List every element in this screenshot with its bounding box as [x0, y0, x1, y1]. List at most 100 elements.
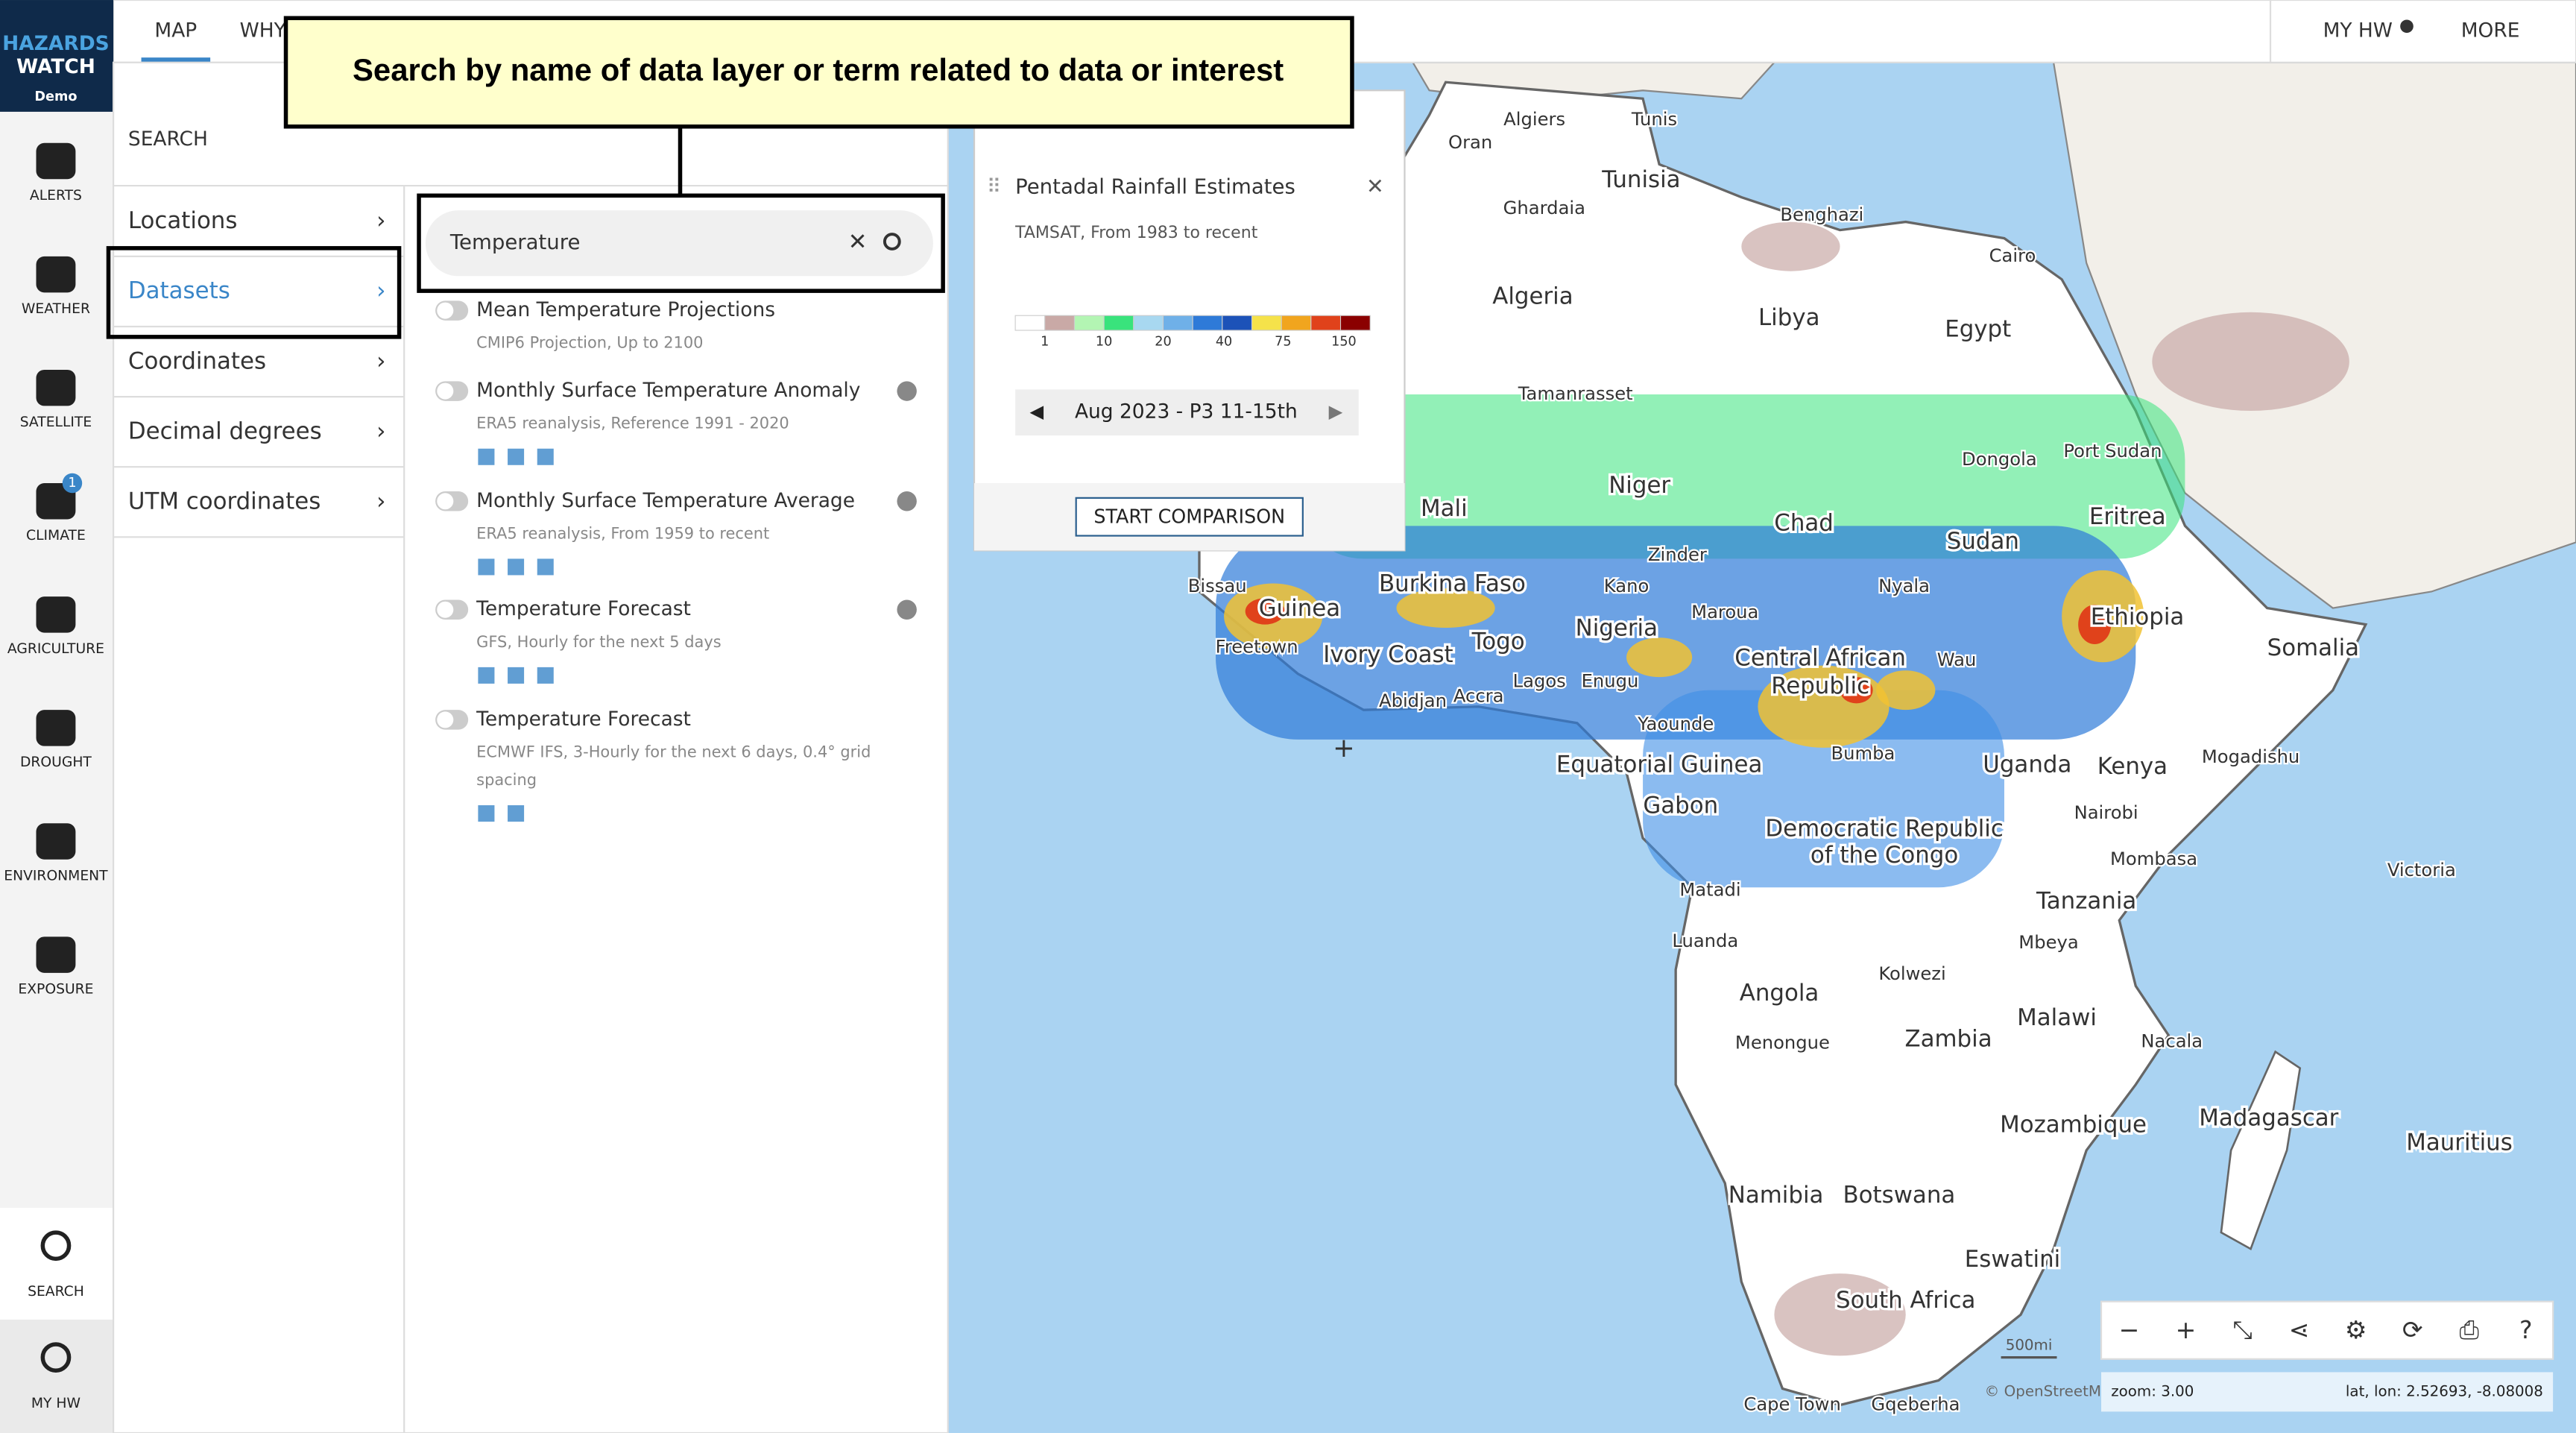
map-label: Nigeria [1576, 615, 1658, 642]
search-menu-item[interactable]: Locations [128, 207, 238, 234]
map-label: Gabon [1643, 793, 1718, 819]
sidebar-icon[interactable] [36, 596, 76, 633]
rain-heavy [1396, 588, 1495, 628]
attribution: © OpenStreetMap [1985, 1382, 2120, 1399]
rain-extreme [2078, 605, 2112, 645]
sidebar-item[interactable]: EXPOSURE [18, 981, 93, 997]
rain-extreme [1840, 677, 1873, 704]
period: Aug 2023 - P3 11-15th [1075, 400, 1298, 423]
map-tool-button[interactable]: ⎙ [2460, 1315, 2479, 1344]
result-tool[interactable] [478, 805, 495, 822]
info-icon[interactable] [897, 381, 917, 401]
search-menu-item[interactable]: Decimal degrees [128, 418, 322, 444]
close-button[interactable]: ✕ [1366, 173, 1384, 198]
callout-box [283, 16, 1354, 129]
nav-tab[interactable]: MAP [154, 19, 197, 42]
nav-tab[interactable]: WHY [240, 19, 287, 42]
sidebar-icon[interactable] [36, 823, 76, 860]
map-crosshair: + [1333, 733, 1355, 763]
search-button[interactable] [883, 233, 901, 251]
result-detail: spacing [476, 771, 537, 789]
map-label: Bissau [1188, 575, 1247, 596]
map-tool-button[interactable]: ⟳ [2402, 1315, 2423, 1344]
map-tool-button[interactable]: ⋖ [2289, 1315, 2310, 1344]
map-label: Ghardaia [1503, 197, 1585, 218]
result-tool[interactable] [478, 448, 495, 465]
sidebar-item[interactable]: SEARCH [28, 1284, 84, 1300]
map-tool-button[interactable]: ? [2519, 1315, 2533, 1344]
map-label: Menongue [1735, 1032, 1830, 1054]
sidebar-icon[interactable] [36, 710, 76, 746]
result-name[interactable]: Temperature Forecast [476, 708, 691, 731]
legend-swatch [1281, 315, 1312, 331]
sidebar-icon[interactable] [36, 936, 76, 973]
sidebar-item[interactable]: ENVIRONMENT [4, 868, 108, 884]
map-label: Republic [1771, 673, 1869, 699]
sidebar-item[interactable]: CLIMATE [26, 528, 86, 544]
result-tool[interactable] [537, 448, 554, 465]
map-label: Central African [1734, 644, 1906, 671]
legend-swatch [1310, 315, 1342, 331]
drag-handle: ⠿ [987, 175, 1001, 198]
result-name[interactable]: Monthly Surface Temperature Average [476, 489, 855, 512]
sidebar-icon[interactable] [36, 256, 76, 293]
sidebar-icon[interactable] [36, 142, 76, 180]
sidebar-item[interactable]: WEATHER [22, 301, 90, 317]
search-menu-item[interactable]: Coordinates [128, 347, 266, 374]
sidebar-item[interactable]: AGRICULTURE [7, 641, 104, 657]
map-label: Uganda [1983, 752, 2071, 778]
comparison-button[interactable] [1075, 497, 1304, 537]
result-tool[interactable] [537, 667, 554, 684]
map-label: Algiers [1503, 108, 1565, 130]
map-label: Yaounde [1637, 713, 1714, 734]
result-tool[interactable] [537, 558, 554, 576]
legend-tick: 150 [1331, 334, 1357, 349]
legend-swatch [1192, 315, 1223, 331]
layer-title: Pentadal Rainfall Estimates [1015, 174, 1295, 198]
info-icon[interactable] [897, 491, 917, 511]
sidebar-item[interactable]: MY HW [31, 1396, 80, 1411]
legend-swatch [1103, 315, 1134, 331]
map-label: Port Sudan [2063, 440, 2162, 462]
map-tool-button[interactable]: ⤡ [2232, 1315, 2252, 1344]
sidebar-item[interactable]: ALERTS [30, 188, 82, 204]
result-tool[interactable] [508, 805, 525, 822]
sidebar-icon[interactable] [40, 1342, 72, 1373]
zoom-level: zoom: 3.00 [2111, 1382, 2194, 1399]
result-name[interactable]: Mean Temperature Projections [476, 298, 775, 321]
result-tool[interactable] [508, 558, 525, 576]
sidebar-bottom-active [0, 1319, 114, 1433]
sidebar-icon[interactable] [40, 1230, 72, 1262]
map-label: South Africa [1836, 1287, 1975, 1314]
search-menu-item[interactable]: UTM coordinates [128, 488, 321, 515]
map-label: Kenya [2097, 753, 2168, 780]
map-tool-button[interactable]: − [2119, 1315, 2140, 1344]
search-menu-item[interactable]: Datasets [128, 277, 230, 304]
rain-heavy [1626, 637, 1693, 678]
info-icon[interactable] [897, 599, 917, 620]
sidebar-item[interactable]: DROUGHT [20, 755, 92, 770]
clear-button[interactable]: ✕ [848, 229, 868, 256]
next-button[interactable]: ▶ [1329, 400, 1343, 422]
nav-right[interactable]: MY HW [2323, 19, 2393, 42]
result-name[interactable]: Temperature Forecast [476, 597, 691, 620]
map-label: Equatorial Guinea [1556, 752, 1762, 778]
sidebar-item[interactable]: SATELLITE [20, 415, 92, 430]
legend-swatch [1014, 315, 1046, 331]
search-input[interactable] [425, 210, 933, 277]
result-name[interactable]: Monthly Surface Temperature Anomaly [476, 379, 860, 402]
map-label: Botswana [1843, 1182, 1956, 1209]
sidebar-icon[interactable] [36, 483, 76, 520]
nav-right[interactable]: MORE [2461, 19, 2520, 42]
result-tool[interactable] [478, 558, 495, 576]
result-tool[interactable] [478, 667, 495, 684]
result-tool[interactable] [508, 448, 525, 465]
map-label: Maroua [1691, 601, 1758, 623]
sidebar-icon[interactable] [36, 369, 76, 406]
prev-button[interactable]: ◀ [1029, 400, 1044, 422]
legend-swatch [1044, 315, 1076, 331]
result-tool[interactable] [508, 667, 525, 684]
map-tool-button[interactable]: + [2176, 1315, 2197, 1344]
map-tool-button[interactable]: ⚙ [2345, 1315, 2367, 1344]
